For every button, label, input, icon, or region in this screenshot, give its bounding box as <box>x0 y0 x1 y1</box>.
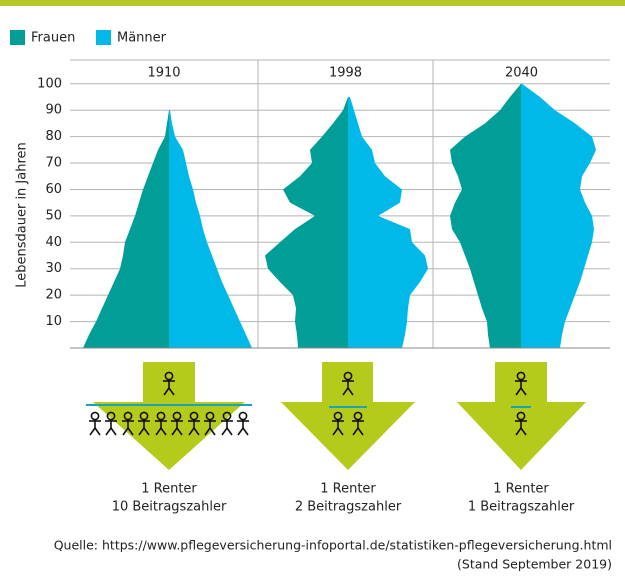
caption: 1 Renter <box>141 482 197 497</box>
pyramid-half <box>265 96 348 348</box>
caption: 1 Renter <box>320 482 376 497</box>
caption: 2 Beitragszahler <box>295 500 402 515</box>
legend-label: Männer <box>117 31 167 46</box>
source: Quelle: https://www.pflegeversicherung-i… <box>54 538 612 553</box>
arrow <box>457 362 586 470</box>
legend-swatch <box>96 30 111 45</box>
pyramid-half <box>521 83 596 348</box>
caption: 10 Beitragszahler <box>112 500 227 515</box>
panel-title: 1998 <box>329 66 362 81</box>
arrow <box>281 362 415 470</box>
pyramid-half <box>169 110 252 348</box>
arrows <box>86 362 586 470</box>
caption: 1 Beitragszahler <box>468 500 575 515</box>
y-tick-label: 70 <box>45 156 62 171</box>
panel-title: 1910 <box>147 66 180 81</box>
y-tick-label: 10 <box>45 314 62 329</box>
y-tick-label: 60 <box>45 182 62 197</box>
y-tick-label: 30 <box>45 261 62 276</box>
source: (Stand September 2019) <box>457 557 612 572</box>
figures <box>86 371 531 436</box>
top-bar <box>0 0 625 6</box>
pyramid-half <box>83 110 169 348</box>
y-tick-label: 50 <box>45 208 62 223</box>
panel-title: 2040 <box>505 66 538 81</box>
pyramid-half <box>450 83 521 348</box>
y-tick-label: 100 <box>37 76 62 91</box>
y-axis-label: Lebensdauer in Jahren <box>15 142 30 288</box>
caption: 1 Renter <box>493 482 549 497</box>
arrow <box>93 362 245 470</box>
y-tick-label: 40 <box>45 235 62 250</box>
y-tick-label: 80 <box>45 129 62 144</box>
legend-label: Frauen <box>31 31 75 46</box>
y-tick-label: 20 <box>45 288 62 303</box>
legend-swatch <box>10 30 25 45</box>
pyramid-half <box>348 96 428 348</box>
y-tick-label: 90 <box>45 103 62 118</box>
